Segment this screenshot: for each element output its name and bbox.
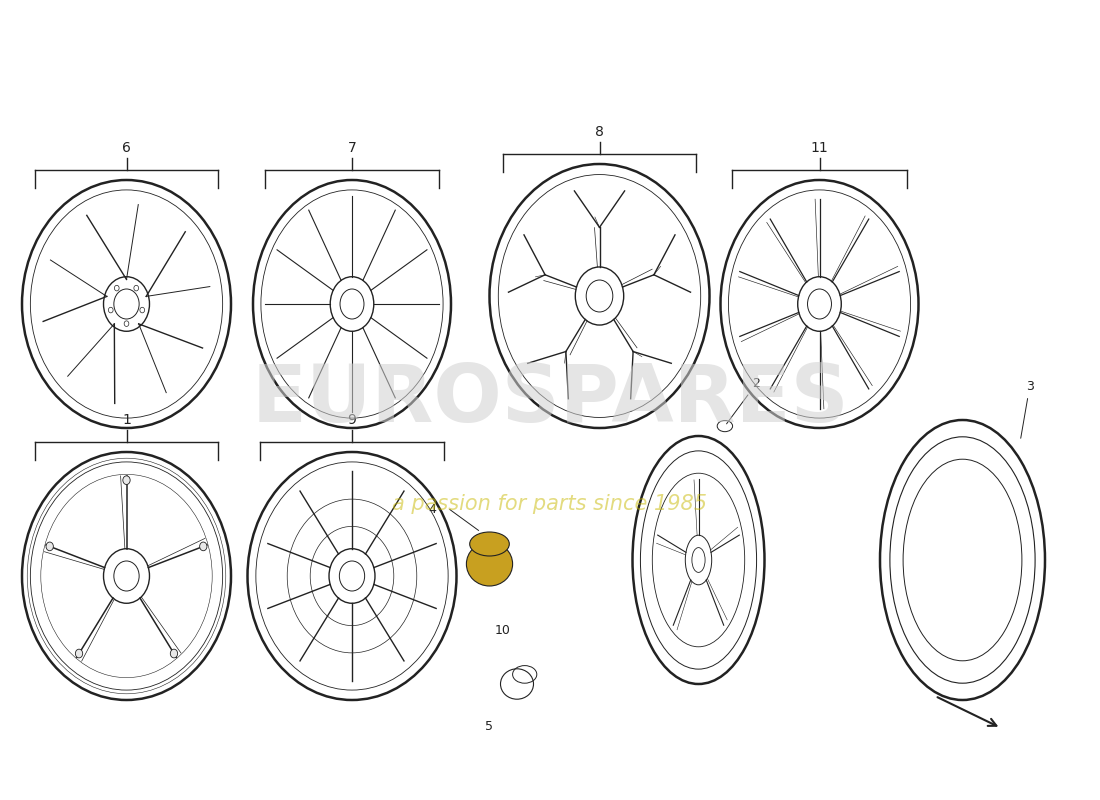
Text: 11: 11 [811, 141, 828, 155]
Text: 8: 8 [595, 125, 604, 139]
Text: 4: 4 [429, 503, 437, 516]
Text: 5: 5 [485, 720, 494, 733]
Text: 2: 2 [727, 377, 760, 424]
Ellipse shape [46, 542, 54, 550]
Ellipse shape [470, 532, 509, 556]
Text: EUROSPARES: EUROSPARES [251, 361, 849, 439]
Text: 1: 1 [122, 413, 131, 427]
Text: 3: 3 [1021, 380, 1034, 438]
Text: 9: 9 [348, 413, 356, 427]
Text: a passion for parts since 1985: a passion for parts since 1985 [393, 494, 707, 514]
Ellipse shape [199, 542, 207, 550]
Text: 7: 7 [348, 141, 356, 155]
Text: 6: 6 [122, 141, 131, 155]
Ellipse shape [170, 649, 177, 658]
Ellipse shape [466, 542, 513, 586]
Text: 10: 10 [495, 624, 510, 637]
Ellipse shape [123, 476, 130, 485]
Ellipse shape [76, 649, 82, 658]
